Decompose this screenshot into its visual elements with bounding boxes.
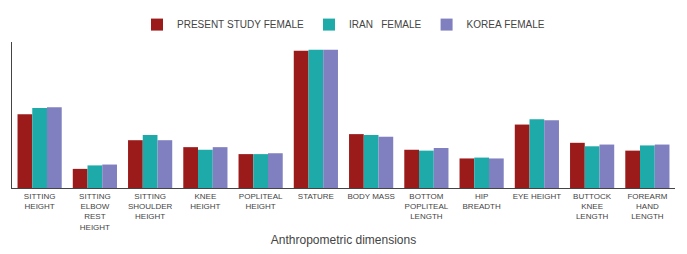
svg-text:SITTINGSHOULDERHEIGHT: SITTINGSHOULDERHEIGHT [128, 192, 173, 222]
svg-text:FOREARMHANDLENGTH: FOREARMHANDLENGTH [627, 192, 667, 222]
svg-text:KNEEHEIGHT: KNEEHEIGHT [190, 192, 220, 211]
svg-text:STATURE: STATURE [298, 192, 334, 201]
svg-text:BOTTOMPOPLITEALLENGTH: BOTTOMPOPLITEALLENGTH [405, 192, 449, 222]
svg-text:HIPBREADTH: HIPBREADTH [463, 192, 501, 211]
svg-text:IRAN FEMALE: IRAN FEMALE [349, 19, 422, 30]
svg-text:KOREA FEMALE: KOREA FEMALE [467, 19, 545, 30]
svg-text:POPLITEALHEIGHT: POPLITEALHEIGHT [239, 192, 283, 211]
svg-text:SITTINGELBOWRESTHEIGHT: SITTINGELBOWRESTHEIGHT [79, 192, 111, 232]
svg-text:BUTTOCKKNEELENGTH: BUTTOCKKNEELENGTH [573, 192, 612, 222]
svg-text:SITTINGHEIGHT: SITTINGHEIGHT [24, 192, 56, 211]
svg-text:PRESENT STUDY FEMALE: PRESENT STUDY FEMALE [177, 19, 304, 30]
svg-text:EYE HEIGHT: EYE HEIGHT [513, 192, 562, 201]
svg-text:Anthropometric dimensions: Anthropometric dimensions [271, 233, 416, 247]
svg-text:BODY MASS: BODY MASS [347, 192, 394, 201]
